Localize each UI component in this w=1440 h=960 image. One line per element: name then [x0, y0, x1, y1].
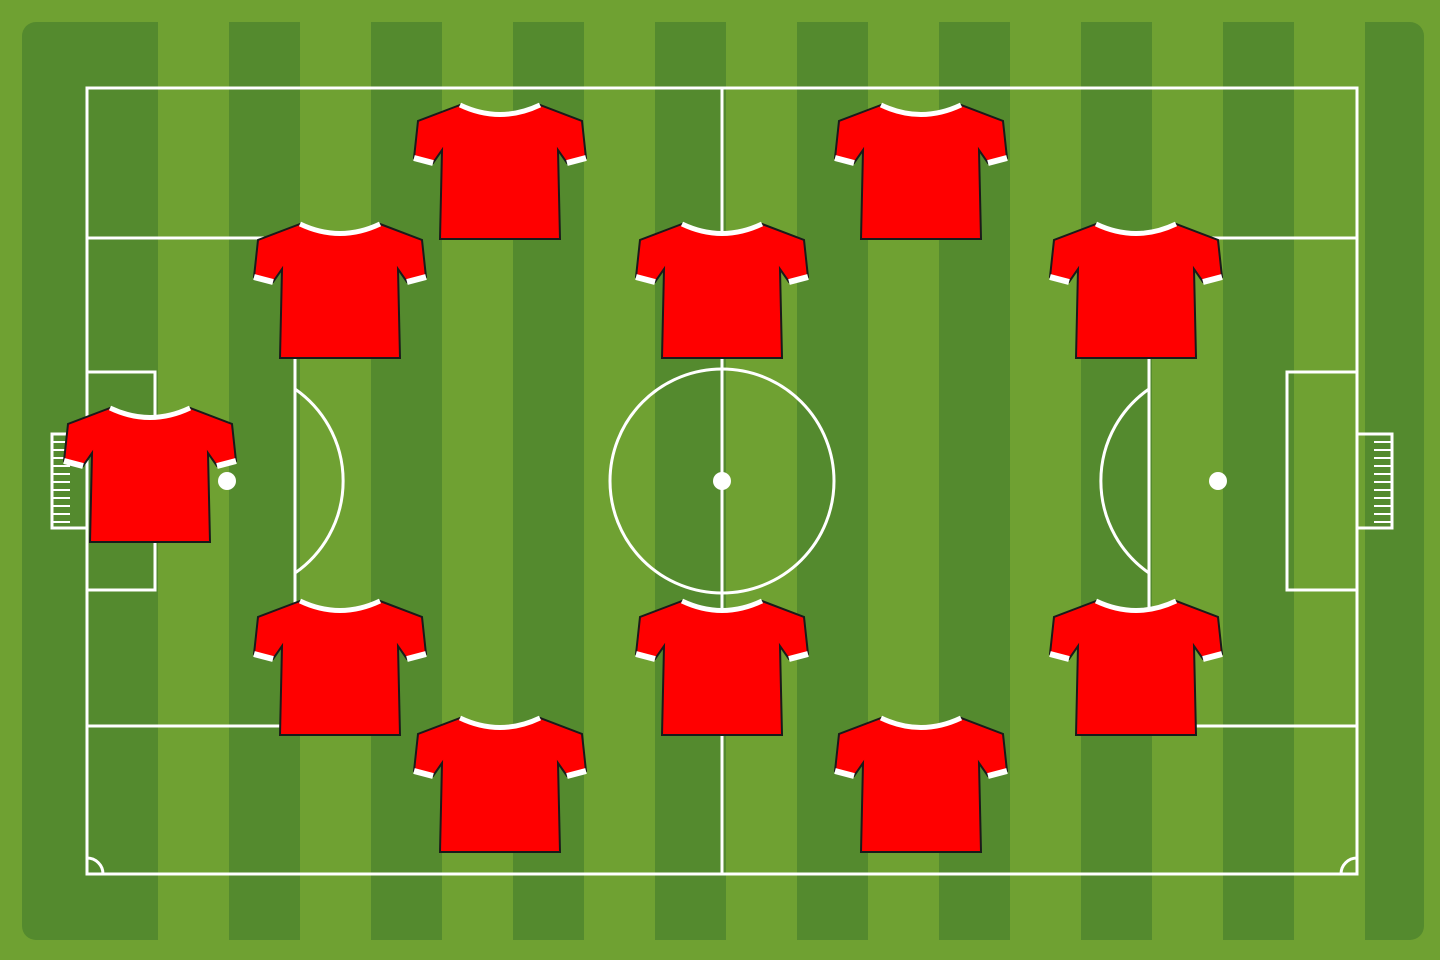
pitch-stripe	[300, 22, 371, 940]
pitch-stripe	[1010, 22, 1081, 940]
right-bottom-corner-arc	[1339, 856, 1358, 875]
left-bottom-corner-arc	[86, 856, 105, 875]
right-penalty-arc	[1099, 387, 1150, 575]
center-circle	[608, 367, 836, 595]
left-penalty-arc	[294, 387, 345, 575]
pitch-stripe	[1294, 22, 1365, 940]
center-spot	[713, 472, 731, 490]
left-penalty-spot	[218, 472, 236, 490]
pitch-stripe	[584, 22, 655, 940]
right-penalty-spot	[1209, 472, 1227, 490]
right-goal	[1355, 432, 1394, 530]
pitch-stripe	[726, 22, 797, 940]
